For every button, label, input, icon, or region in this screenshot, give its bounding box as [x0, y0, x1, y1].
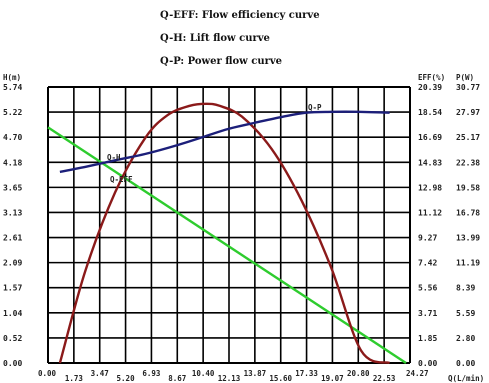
x-tick-label: 13.87 — [244, 369, 267, 378]
y-p-axis-label: P(W) — [456, 73, 474, 82]
x-tick-label: 8.67 — [168, 374, 186, 383]
x-tick-label: 24.27 — [406, 369, 429, 378]
y-p-tick-label: 11.19 — [456, 259, 480, 268]
series-label-q-h: Q-H — [107, 153, 121, 162]
y-eff-tick-label: 16.69 — [418, 133, 442, 142]
x-tick-label: 17.33 — [295, 369, 318, 378]
y-left-tick-label: 0.52 — [3, 334, 22, 343]
y-p-tick-label: 22.38 — [456, 158, 480, 167]
y-eff-tick-label: 7.42 — [418, 259, 437, 268]
y-p-tick-label: 16.78 — [456, 208, 480, 217]
series-label-q-p: Q-P — [308, 103, 322, 112]
y-left-tick-label: 0.00 — [3, 359, 22, 368]
series-line-q-h — [47, 126, 407, 365]
y-p-tick-label: 8.39 — [456, 284, 475, 293]
x-tick-label: 20.80 — [347, 369, 370, 378]
y-eff-tick-label: 20.39 — [418, 83, 442, 92]
y-left-tick-label: 4.18 — [3, 158, 22, 167]
y-eff-tick-label: 0.00 — [418, 359, 437, 368]
x-tick-label: 3.47 — [91, 369, 109, 378]
y-eff-tick-label: 11.12 — [418, 208, 442, 217]
series-line-q-p — [59, 110, 390, 174]
y-left-tick-label: 2.09 — [3, 259, 22, 268]
y-left-tick-label: 1.04 — [3, 309, 22, 318]
y-left-axis-label: H(m) — [3, 73, 21, 82]
y-eff-tick-label: 9.27 — [418, 234, 437, 243]
y-left-tick-label: 1.57 — [3, 284, 22, 293]
x-tick-label: 5.20 — [117, 374, 136, 383]
x-tick-label: 15.60 — [269, 374, 292, 383]
y-left-tick-label: 2.61 — [3, 234, 22, 243]
legend-line-q-h: Q-H: Lift flow curve — [160, 33, 270, 44]
series-line-q-eff — [58, 102, 391, 365]
y-left-tick-label: 3.13 — [3, 208, 22, 217]
x-axis-label: Q(L/min) — [448, 374, 484, 383]
legend-line-q-eff: Q-EFF: Flow efficiency curve — [160, 10, 320, 21]
y-left-tick-label: 4.70 — [3, 133, 22, 142]
y-p-tick-label: 19.58 — [456, 183, 480, 192]
x-tick-label: 12.13 — [218, 374, 241, 383]
y-p-tick-label: 5.59 — [456, 309, 475, 318]
x-tick-label: 6.93 — [142, 369, 161, 378]
y-p-tick-label: 27.97 — [456, 108, 480, 117]
y-eff-tick-label: 3.71 — [418, 309, 437, 318]
y-eff-tick-label: 5.56 — [418, 284, 437, 293]
y-left-tick-label: 5.74 — [3, 83, 22, 92]
series-label-q-eff: Q-EFF — [110, 175, 133, 184]
y-p-tick-label: 2.80 — [456, 334, 475, 343]
y-eff-tick-label: 1.85 — [418, 334, 437, 343]
y-eff-tick-label: 14.83 — [418, 158, 442, 167]
x-tick-label: 19.07 — [321, 374, 344, 383]
legend-line-q-p: Q-P: Power flow curve — [160, 56, 283, 67]
x-tick-label: 0.00 — [38, 369, 57, 378]
y-left-tick-label: 3.65 — [3, 183, 22, 192]
x-tick-label: 1.73 — [65, 374, 84, 383]
x-tick-label: 10.40 — [192, 369, 215, 378]
y-p-tick-label: 25.17 — [456, 133, 480, 142]
y-p-tick-label: 30.77 — [456, 83, 480, 92]
y-eff-axis-label: EFF(%) — [418, 73, 445, 82]
y-eff-tick-label: 18.54 — [418, 108, 442, 117]
y-eff-tick-label: 12.98 — [418, 183, 442, 192]
x-tick-label: 22.53 — [373, 374, 396, 383]
y-p-tick-label: 0.00 — [456, 359, 475, 368]
y-p-tick-label: 13.99 — [456, 234, 480, 243]
y-left-tick-label: 5.22 — [3, 108, 22, 117]
